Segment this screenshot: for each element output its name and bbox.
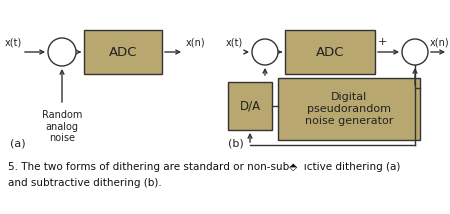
Text: +: + bbox=[261, 46, 271, 59]
Bar bbox=[278, 78, 420, 140]
Bar bbox=[285, 30, 375, 74]
Text: (a): (a) bbox=[10, 138, 26, 148]
Text: x(t): x(t) bbox=[5, 37, 22, 47]
Text: 5. The two forms of dithering are standard or non-sub⬘  ıctive dithering (a): 5. The two forms of dithering are standa… bbox=[8, 162, 400, 172]
Text: and subtractive dithering (b).: and subtractive dithering (b). bbox=[8, 178, 162, 188]
Bar bbox=[84, 30, 162, 74]
Circle shape bbox=[402, 39, 428, 65]
Text: (b): (b) bbox=[228, 138, 244, 148]
Circle shape bbox=[252, 39, 278, 65]
Text: −: − bbox=[406, 51, 416, 64]
Text: x(t): x(t) bbox=[226, 37, 243, 47]
Text: +: + bbox=[406, 43, 416, 53]
Circle shape bbox=[48, 38, 76, 66]
Text: Digital
pseudorandom
noise generator: Digital pseudorandom noise generator bbox=[305, 92, 393, 126]
Text: D/A: D/A bbox=[239, 100, 261, 113]
Text: x(n): x(n) bbox=[186, 37, 206, 47]
Text: x(n): x(n) bbox=[430, 37, 450, 47]
Bar bbox=[228, 82, 272, 130]
Text: ADC: ADC bbox=[316, 46, 344, 58]
Text: Random
analog
noise: Random analog noise bbox=[42, 110, 82, 143]
Text: +: + bbox=[58, 46, 68, 59]
Text: ADC: ADC bbox=[109, 46, 137, 58]
Text: +: + bbox=[378, 37, 387, 47]
